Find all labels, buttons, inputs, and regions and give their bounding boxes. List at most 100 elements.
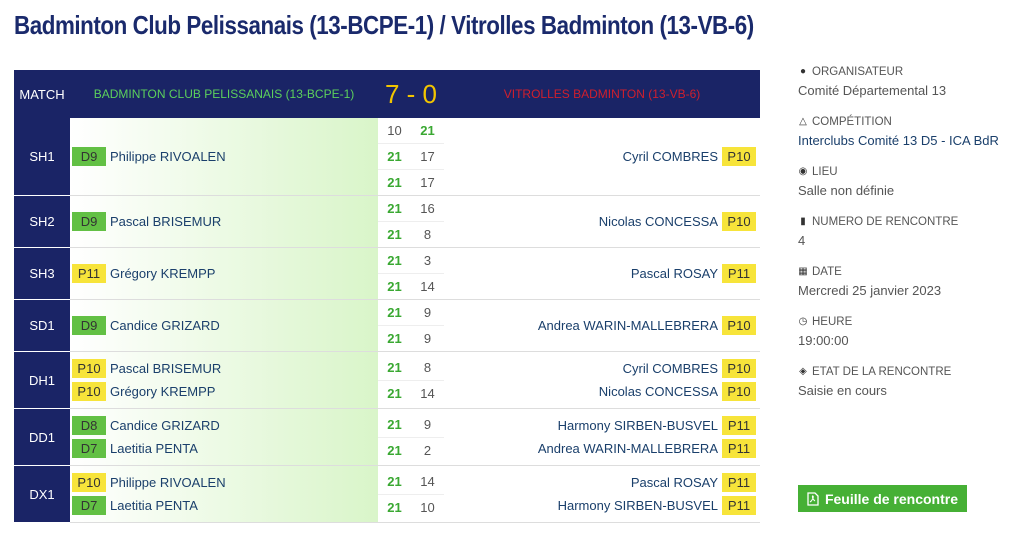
rank-badge: P10 bbox=[72, 382, 106, 401]
home-player[interactable]: D7 Laetitia PENTA bbox=[70, 494, 378, 517]
home-player[interactable]: P11 Grégory KREMPP bbox=[70, 262, 378, 285]
organisateur-label: ORGANISATEUR bbox=[812, 66, 904, 78]
player-name[interactable]: Philippe RIVOALEN bbox=[110, 475, 226, 490]
rank-badge: P11 bbox=[722, 416, 756, 435]
set-scores: 21 14 21 10 bbox=[378, 465, 444, 523]
player-name[interactable]: Pascal ROSAY bbox=[630, 475, 718, 490]
rank-badge: D9 bbox=[72, 316, 106, 335]
player-name[interactable]: Philippe RIVOALEN bbox=[110, 149, 226, 164]
rank-badge: P10 bbox=[722, 382, 756, 401]
set-row: 21 8 bbox=[378, 355, 444, 381]
home-set-score: 21 bbox=[387, 416, 402, 432]
player-name[interactable]: Harmony SIRBEN-BUSVEL bbox=[557, 498, 718, 513]
away-set-score: 9 bbox=[423, 416, 432, 432]
player-name[interactable]: Laetitia PENTA bbox=[110, 498, 198, 513]
player-name[interactable]: Laetitia PENTA bbox=[110, 441, 198, 456]
match-row: SH1 D9 Philippe RIVOALEN 10 21 21 17 21 17 Cyril … bbox=[14, 118, 760, 196]
competition-label: COMPÉTITION bbox=[812, 116, 892, 128]
rank-badge: P11 bbox=[722, 496, 756, 515]
away-set-score: 8 bbox=[423, 227, 432, 242]
player-name[interactable]: Grégory KREMPP bbox=[110, 266, 216, 281]
header-home-team[interactable]: BADMINTON CLUB PELISSANAIS (13-BCPE-1) bbox=[70, 70, 378, 118]
away-set-score: 17 bbox=[420, 149, 435, 164]
set-row: 10 21 bbox=[378, 118, 444, 144]
player-name[interactable]: Andrea WARIN-MALLEBRERA bbox=[537, 318, 718, 333]
home-player[interactable]: D9 Philippe RIVOALEN bbox=[70, 145, 378, 168]
users-icon: ● bbox=[799, 66, 807, 77]
rank-badge: P10 bbox=[72, 473, 106, 492]
date-value: Mercredi 25 janvier 2023 bbox=[798, 283, 942, 298]
home-set-score: 21 bbox=[387, 473, 402, 489]
set-row: 21 14 bbox=[378, 274, 444, 299]
player-name[interactable]: Grégory KREMPP bbox=[110, 384, 216, 399]
away-players: Pascal ROSAY P11 Harmony SIRBEN-BUSVEL P11 bbox=[444, 465, 760, 523]
header-score: 7 - 0 bbox=[378, 70, 444, 118]
numero-section: ▮ NUMERO DE RENCONTRE 4 bbox=[798, 216, 1013, 248]
home-player[interactable]: D8 Candice GRIZARD bbox=[70, 414, 378, 437]
player-name[interactable]: Pascal ROSAY bbox=[630, 266, 718, 281]
player-name[interactable]: Nicolas CONCESSA bbox=[598, 384, 718, 399]
away-player[interactable]: Nicolas CONCESSA P10 bbox=[444, 210, 760, 233]
player-name[interactable]: Cyril COMBRES bbox=[622, 149, 718, 164]
away-set-score: 9 bbox=[423, 331, 432, 346]
set-row: 21 9 bbox=[378, 412, 444, 438]
home-set-score: 21 bbox=[387, 359, 402, 375]
player-name[interactable]: Andrea WARIN-MALLEBRERA bbox=[537, 441, 718, 456]
header-away-team[interactable]: VITROLLES BADMINTON (13-VB-6) bbox=[444, 70, 760, 118]
player-name[interactable]: Pascal BRISEMUR bbox=[110, 361, 222, 376]
player-name[interactable]: Pascal BRISEMUR bbox=[110, 214, 222, 229]
away-player[interactable]: Harmony SIRBEN-BUSVEL P11 bbox=[444, 414, 760, 437]
rank-badge: D7 bbox=[72, 496, 106, 515]
away-player[interactable]: Nicolas CONCESSA P10 bbox=[444, 380, 760, 403]
away-player[interactable]: Harmony SIRBEN-BUSVEL P11 bbox=[444, 494, 760, 517]
match-code: SH2 bbox=[14, 195, 70, 248]
page-title: Badminton Club Pelissanais (13-BCPE-1) /… bbox=[14, 10, 754, 40]
home-player[interactable]: D9 Pascal BRISEMUR bbox=[70, 210, 378, 233]
set-row: 21 14 bbox=[378, 469, 444, 495]
away-player[interactable]: Pascal ROSAY P11 bbox=[444, 262, 760, 285]
rank-badge: P10 bbox=[722, 212, 756, 231]
away-set-score: 21 bbox=[420, 123, 435, 138]
away-players: Nicolas CONCESSA P10 bbox=[444, 195, 760, 248]
table-header: MATCH BADMINTON CLUB PELISSANAIS (13-BCP… bbox=[14, 70, 760, 118]
player-name[interactable]: Harmony SIRBEN-BUSVEL bbox=[557, 418, 718, 433]
away-player[interactable]: Pascal ROSAY P11 bbox=[444, 471, 760, 494]
rank-badge: P11 bbox=[722, 439, 756, 458]
competition-link[interactable]: Interclubs Comité 13 D5 - ICA BdR bbox=[798, 133, 999, 148]
home-player[interactable]: D9 Candice GRIZARD bbox=[70, 314, 378, 337]
set-row: 21 10 bbox=[378, 495, 444, 520]
away-set-score: 14 bbox=[420, 473, 435, 489]
home-players: P10 Philippe RIVOALEN D7 Laetitia PENTA bbox=[70, 465, 378, 523]
home-set-score: 21 bbox=[387, 279, 402, 294]
pdf-file-icon bbox=[807, 491, 819, 506]
away-player[interactable]: Cyril COMBRES P10 bbox=[444, 145, 760, 168]
away-players: Harmony SIRBEN-BUSVEL P11 Andrea WARIN-MAL… bbox=[444, 408, 760, 466]
away-player[interactable]: Andrea WARIN-MALLEBRERA P11 bbox=[444, 437, 760, 460]
rank-badge: P11 bbox=[722, 264, 756, 283]
set-scores: 21 9 21 9 bbox=[378, 299, 444, 352]
rank-badge: D7 bbox=[72, 439, 106, 458]
player-name[interactable]: Candice GRIZARD bbox=[110, 318, 220, 333]
match-row: SD1 D9 Candice GRIZARD 21 9 21 9 Andrea WARIN-M… bbox=[14, 299, 760, 352]
home-players: D9 Philippe RIVOALEN bbox=[70, 118, 378, 196]
heure-section: ◷ HEURE 19:00:00 bbox=[798, 316, 1013, 348]
away-player[interactable]: Cyril COMBRES P10 bbox=[444, 357, 760, 380]
match-row: DX1 P10 Philippe RIVOALEN D7 Laetitia PENTA 2… bbox=[14, 465, 760, 523]
away-set-score: 9 bbox=[423, 305, 432, 320]
player-name[interactable]: Nicolas CONCESSA bbox=[598, 214, 718, 229]
home-players: P10 Pascal BRISEMUR P10 Grégory KREMPP bbox=[70, 351, 378, 409]
away-player[interactable]: Andrea WARIN-MALLEBRERA P10 bbox=[444, 314, 760, 337]
header-match-label: MATCH bbox=[14, 70, 70, 118]
map-marker-icon: ◉ bbox=[798, 166, 808, 177]
home-player[interactable]: P10 Grégory KREMPP bbox=[70, 380, 378, 403]
player-name[interactable]: Cyril COMBRES bbox=[622, 361, 718, 376]
player-name[interactable]: Candice GRIZARD bbox=[110, 418, 220, 433]
home-players: D8 Candice GRIZARD D7 Laetitia PENTA bbox=[70, 408, 378, 466]
home-player[interactable]: P10 Philippe RIVOALEN bbox=[70, 471, 378, 494]
home-player[interactable]: P10 Pascal BRISEMUR bbox=[70, 357, 378, 380]
away-set-score: 16 bbox=[420, 201, 435, 216]
feuille-de-rencontre-button[interactable]: Feuille de rencontre bbox=[798, 485, 967, 512]
home-set-score: 21 bbox=[387, 227, 402, 242]
lieu-value: Salle non définie bbox=[798, 183, 895, 198]
home-player[interactable]: D7 Laetitia PENTA bbox=[70, 437, 378, 460]
